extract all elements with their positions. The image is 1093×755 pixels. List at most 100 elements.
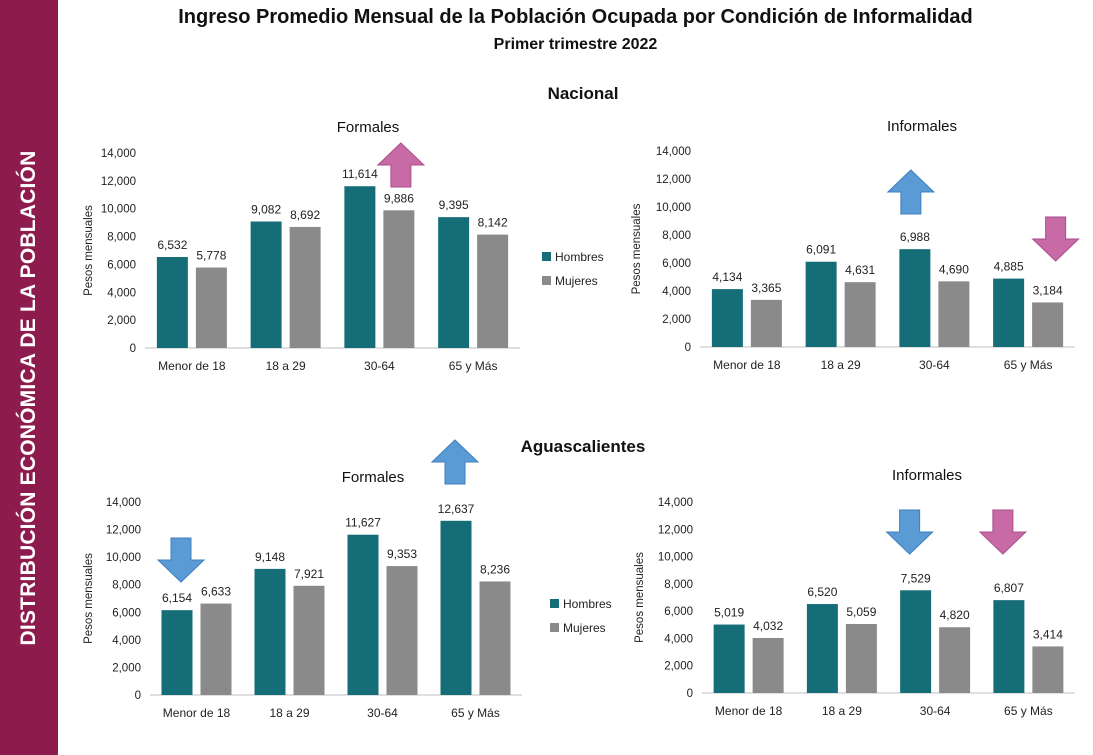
bar-0-hombres-1 <box>250 221 282 348</box>
panel-title-2: Formales <box>342 469 405 486</box>
arrow-down-icon <box>885 509 934 555</box>
bar-2-mujeres-0 <box>200 603 232 695</box>
legend-label-2-mujeres: Mujeres <box>563 621 606 635</box>
legend-swatch-0-mujeres <box>542 276 551 285</box>
data-label-2-hombres-1: 9,148 <box>255 550 285 564</box>
arrow-up-icon <box>376 142 426 188</box>
legend-swatch-2-hombres <box>550 599 559 608</box>
arrow-down-icon <box>1031 216 1080 262</box>
x-tick-label-0-2: 30-64 <box>364 359 395 373</box>
y-tick-label-1-4: 8,000 <box>662 230 691 242</box>
x-tick-label-2-1: 18 a 29 <box>269 706 309 720</box>
bar-3-mujeres-2 <box>939 627 971 693</box>
bar-3-mujeres-0 <box>752 637 784 693</box>
data-label-1-hombres-2: 6,988 <box>900 230 930 244</box>
bar-2-mujeres-3 <box>479 581 511 695</box>
data-label-3-mujeres-2: 4,820 <box>940 608 970 622</box>
bar-1-mujeres-3 <box>1032 302 1064 347</box>
panel-title-3: Informales <box>892 467 962 484</box>
y-tick-label-3-2: 4,000 <box>664 633 693 645</box>
data-label-1-mujeres-2: 4,690 <box>939 262 969 276</box>
panel-title-0: Formales <box>337 119 400 136</box>
data-label-0-hombres-0: 6,532 <box>157 238 187 252</box>
bar-0-hombres-3 <box>438 217 470 348</box>
data-label-3-hombres-0: 5,019 <box>714 606 744 620</box>
y-axis-label-0: Pesos mensuales <box>83 205 95 296</box>
data-label-3-hombres-2: 7,529 <box>901 571 931 585</box>
y-tick-label-1-1: 2,000 <box>662 314 691 326</box>
bar-2-mujeres-1 <box>293 585 325 695</box>
y-tick-label-1-0: 0 <box>685 342 691 354</box>
bar-2-hombres-2 <box>347 534 379 695</box>
arrow-down-icon <box>978 509 1028 555</box>
bar-3-hombres-0 <box>713 624 745 693</box>
y-tick-label-2-2: 4,000 <box>112 635 141 647</box>
panel-title-1: Informales <box>887 118 957 135</box>
bar-2-hombres-0 <box>161 610 193 695</box>
bar-3-mujeres-3 <box>1032 646 1064 693</box>
bar-1-mujeres-1 <box>844 282 876 347</box>
y-tick-label-0-7: 14,000 <box>101 148 136 160</box>
y-tick-label-1-5: 10,000 <box>656 202 691 214</box>
y-tick-label-3-4: 8,000 <box>664 579 693 591</box>
data-label-1-mujeres-3: 3,184 <box>1033 283 1063 297</box>
data-label-2-hombres-3: 12,637 <box>438 502 475 516</box>
bar-0-hombres-0 <box>156 257 188 348</box>
y-tick-label-3-3: 6,000 <box>664 606 693 618</box>
data-label-1-mujeres-0: 3,365 <box>751 281 781 295</box>
x-tick-label-2-2: 30-64 <box>367 706 398 720</box>
x-tick-label-3-0: Menor de 18 <box>715 704 783 718</box>
bar-1-mujeres-0 <box>750 299 782 347</box>
data-label-1-hombres-1: 6,091 <box>806 243 836 257</box>
y-tick-label-2-1: 2,000 <box>112 662 141 674</box>
y-tick-label-2-3: 6,000 <box>112 607 141 619</box>
y-tick-label-0-0: 0 <box>130 343 136 355</box>
y-axis-label-2: Pesos mensuales <box>83 553 95 644</box>
x-tick-label-0-3: 65 y Más <box>449 359 498 373</box>
data-label-0-mujeres-1: 8,692 <box>290 208 320 222</box>
data-label-1-hombres-3: 4,885 <box>994 260 1024 274</box>
y-tick-label-0-2: 4,000 <box>107 287 136 299</box>
data-label-3-mujeres-0: 4,032 <box>753 619 783 633</box>
x-tick-label-2-0: Menor de 18 <box>163 706 231 720</box>
y-tick-label-3-6: 12,000 <box>658 524 693 536</box>
data-label-2-mujeres-0: 6,633 <box>201 585 231 599</box>
legend-swatch-0-hombres <box>542 252 551 261</box>
data-label-2-mujeres-2: 9,353 <box>387 547 417 561</box>
y-tick-label-0-6: 12,000 <box>101 176 136 188</box>
x-tick-label-3-1: 18 a 29 <box>822 704 862 718</box>
bar-0-mujeres-3 <box>477 234 509 348</box>
bar-0-mujeres-1 <box>289 226 321 348</box>
data-label-0-hombres-3: 9,395 <box>439 198 469 212</box>
y-axis-label-3: Pesos mensuales <box>634 552 646 643</box>
data-label-1-mujeres-1: 4,631 <box>845 263 875 277</box>
y-tick-label-3-1: 2,000 <box>664 661 693 673</box>
y-tick-label-1-3: 6,000 <box>662 258 691 270</box>
y-tick-label-0-1: 2,000 <box>107 315 136 327</box>
y-tick-label-3-0: 0 <box>687 688 693 700</box>
data-label-3-mujeres-1: 5,059 <box>846 605 876 619</box>
y-tick-label-0-5: 10,000 <box>101 204 136 216</box>
section-title-aguascalientes: Aguascalientes <box>520 437 646 456</box>
bar-1-hombres-3 <box>993 278 1025 347</box>
data-label-0-mujeres-2: 9,886 <box>384 191 414 205</box>
y-tick-label-0-3: 6,000 <box>107 259 136 271</box>
x-tick-label-3-2: 30-64 <box>920 704 951 718</box>
bar-3-hombres-2 <box>900 590 932 693</box>
legend-label-2-hombres: Hombres <box>563 597 612 611</box>
y-tick-label-3-5: 10,000 <box>658 552 693 564</box>
arrow-up-icon <box>430 439 480 485</box>
bar-3-mujeres-1 <box>845 623 877 693</box>
side-band: DISTRIBUCIÓN ECONÓMICA DE LA POBLACIÓN <box>0 0 58 755</box>
data-label-0-mujeres-0: 5,778 <box>196 249 226 263</box>
chart-title: Ingreso Promedio Mensual de la Población… <box>178 6 973 28</box>
data-label-3-hombres-1: 6,520 <box>807 585 837 599</box>
bar-1-hombres-1 <box>805 261 837 347</box>
data-label-1-hombres-0: 4,134 <box>712 270 742 284</box>
bar-0-hombres-2 <box>344 186 376 348</box>
legend-swatch-2-mujeres <box>550 623 559 632</box>
data-label-3-hombres-3: 6,807 <box>994 581 1024 595</box>
data-label-2-hombres-0: 6,154 <box>162 591 192 605</box>
data-label-2-mujeres-1: 7,921 <box>294 567 324 581</box>
